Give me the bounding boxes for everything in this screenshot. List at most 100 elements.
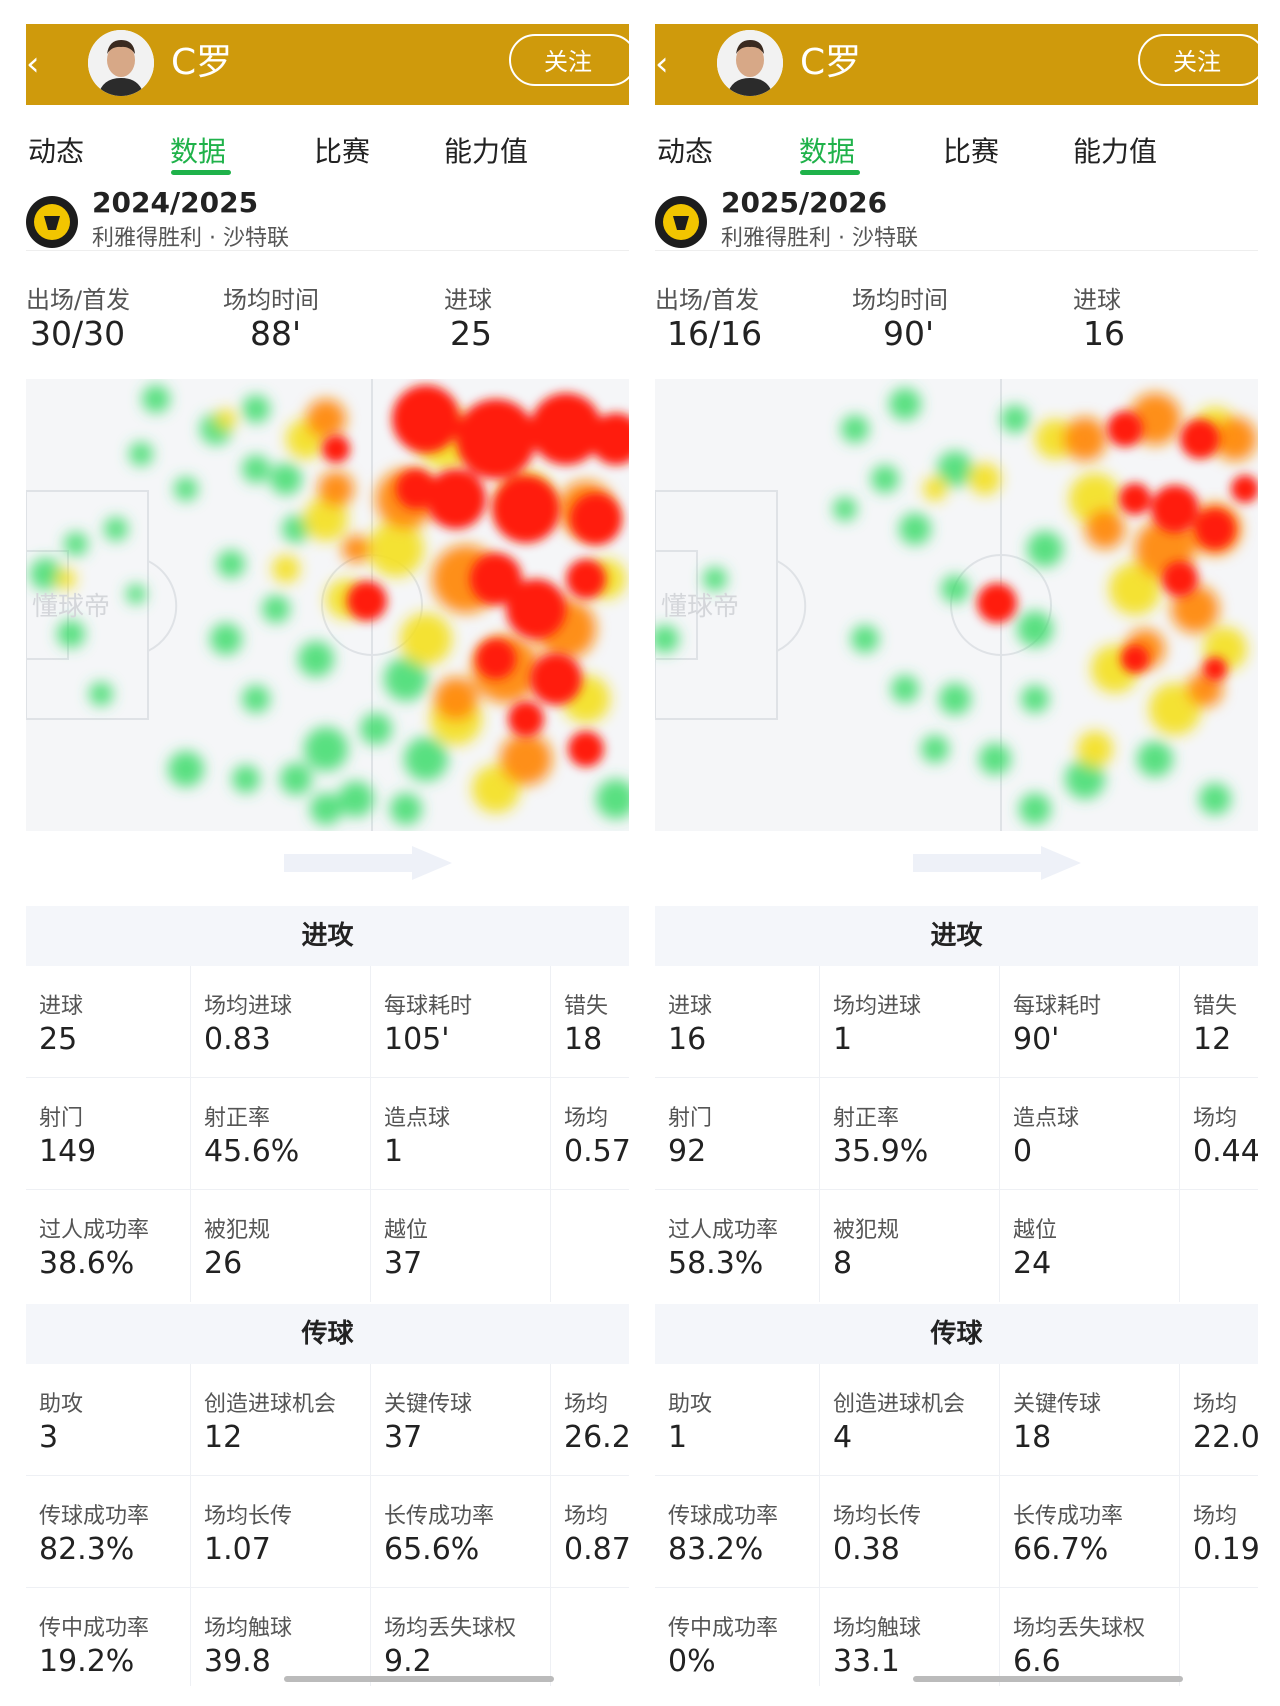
tab-matches[interactable]: 比赛 (943, 135, 1000, 168)
stat-cell: 过人成功率 38.6% (26, 1190, 191, 1302)
divider (655, 250, 1258, 251)
direction-arrow-icon (284, 846, 452, 880)
tab-matches[interactable]: 比赛 (314, 135, 371, 168)
attack-section-title: 进攻 (655, 906, 1258, 966)
stat-value: 19.2% (39, 1644, 135, 1679)
stat-value: 0.38 (833, 1532, 900, 1567)
passing-section-title: 传球 (655, 1304, 1258, 1364)
club-logo (655, 196, 707, 248)
stat-cell: 传球成功率 83.2% (655, 1476, 820, 1588)
stat-value: 1.07 (204, 1532, 271, 1567)
stat-value: 0% (668, 1644, 716, 1679)
stat-cell: 创造进球机会 12 (191, 1364, 371, 1476)
stat-value: 0.44 (1193, 1134, 1258, 1169)
stat-label: 助攻 (39, 1392, 84, 1417)
passing-section-title: 传球 (26, 1304, 629, 1364)
stat-cell: 传中成功率 19.2% (26, 1588, 191, 1686)
stat-value: 105' (384, 1022, 450, 1057)
season-label: 2024/2025 (92, 186, 259, 219)
stat-cell: 被犯规 8 (820, 1190, 1000, 1302)
stat-label: 被犯规 (204, 1218, 271, 1243)
stat-label: 错失 (1193, 994, 1238, 1019)
app-header: ‹ C罗 关注 (26, 24, 629, 105)
club-league-label: 利雅得胜利 · 沙特联 (92, 226, 289, 251)
stat-cell: 场均 0.19 (1180, 1476, 1258, 1588)
stats-panel-2025-2026: ‹ C罗 关注 动态 数据 比赛 能力值 2025/2026 利雅得胜利 · 沙… (655, 24, 1258, 1686)
tab-feed[interactable]: 动态 (657, 135, 714, 168)
tab-feed[interactable]: 动态 (28, 135, 85, 168)
tab-data[interactable]: 数据 (799, 135, 856, 168)
season-selector[interactable]: 2025/2026 利雅得胜利 · 沙特联 (655, 166, 1258, 276)
stat-cell: 被犯规 26 (191, 1190, 371, 1302)
stat-label: 过人成功率 (39, 1218, 150, 1243)
stat-label: 传中成功率 (39, 1616, 150, 1641)
chevron-left-icon[interactable]: ‹ (26, 44, 40, 84)
home-indicator (913, 1676, 1183, 1682)
stat-value: 26 (204, 1246, 243, 1281)
avatar (717, 30, 783, 96)
stat-value: 0 (1013, 1134, 1033, 1169)
stat-label: 场均 (1193, 1504, 1238, 1529)
stat-value: 18 (1013, 1420, 1052, 1455)
stat-cell: 造点球 0 (1000, 1078, 1180, 1190)
summary-label-appearances: 出场/首发 (655, 286, 760, 314)
summary-label-goals: 进球 (444, 286, 492, 314)
stat-label: 场均 (1193, 1106, 1238, 1131)
stat-cell: 射门 149 (26, 1078, 191, 1190)
tab-bar: 动态 数据 比赛 能力值 (26, 110, 629, 190)
stat-label: 传球成功率 (668, 1504, 779, 1529)
stat-label: 造点球 (1013, 1106, 1080, 1131)
summary-value-goals: 25 (450, 314, 492, 353)
stat-value: 66.7% (1013, 1532, 1109, 1567)
tab-ability[interactable]: 能力值 (1073, 135, 1158, 168)
heatmap-watermark: 懂球帝 (661, 592, 739, 622)
stat-label: 场均 (1193, 1392, 1238, 1417)
stat-label: 助攻 (668, 1392, 713, 1417)
summary-label-minutes: 场均时间 (223, 286, 319, 314)
tab-ability[interactable]: 能力值 (444, 135, 529, 168)
summary-value-minutes: 88' (250, 314, 302, 353)
stat-label: 场均进球 (833, 994, 922, 1019)
stat-value: 25 (39, 1022, 78, 1057)
stat-value: 3 (39, 1420, 59, 1455)
stat-label: 每球耗时 (1013, 994, 1102, 1019)
stat-cell: 每球耗时 105' (371, 966, 551, 1078)
follow-button[interactable]: 关注 (1138, 34, 1258, 86)
stat-label: 长传成功率 (1013, 1504, 1124, 1529)
stat-cell: 长传成功率 66.7% (1000, 1476, 1180, 1588)
stat-label: 场均丢失球权 (384, 1616, 517, 1641)
tab-bar: 动态 数据 比赛 能力值 (655, 110, 1258, 190)
stat-label: 射门 (39, 1106, 84, 1131)
stat-cell: 关键传球 37 (371, 1364, 551, 1476)
stat-cell: 越位 37 (371, 1190, 551, 1302)
stat-label: 越位 (384, 1218, 429, 1243)
stat-cell: 场均进球 1 (820, 966, 1000, 1078)
stat-cell: 场均长传 1.07 (191, 1476, 371, 1588)
stat-cell (1180, 1190, 1258, 1302)
stat-value: 12 (1193, 1022, 1232, 1057)
season-selector[interactable]: 2024/2025 利雅得胜利 · 沙特联 (26, 166, 629, 276)
stat-cell (551, 1588, 629, 1686)
stat-label: 场均长传 (204, 1504, 293, 1529)
stat-cell: 场均触球 33.1 (820, 1588, 1000, 1686)
stat-label: 场均进球 (204, 994, 293, 1019)
stat-cell: 造点球 1 (371, 1078, 551, 1190)
tab-data[interactable]: 数据 (170, 135, 227, 168)
stat-label: 长传成功率 (384, 1504, 495, 1529)
stat-cell: 射正率 35.9% (820, 1078, 1000, 1190)
summary-value-appearances: 30/30 (30, 314, 126, 353)
app-header: ‹ C罗 关注 (655, 24, 1258, 105)
stat-cell: 场均 22.0 (1180, 1364, 1258, 1476)
summary-label-appearances: 出场/首发 (26, 286, 131, 314)
heatmap: 懂球帝 (26, 379, 629, 831)
follow-button[interactable]: 关注 (509, 34, 629, 86)
stat-label: 创造进球机会 (204, 1392, 337, 1417)
stat-cell: 场均 26.2 (551, 1364, 629, 1476)
chevron-left-icon[interactable]: ‹ (655, 44, 669, 84)
stat-value: 37 (384, 1246, 423, 1281)
stat-cell: 错失 18 (551, 966, 629, 1078)
stat-label: 错失 (564, 994, 609, 1019)
player-name: C罗 (171, 42, 233, 83)
stat-label: 进球 (39, 994, 84, 1019)
stat-cell (551, 1190, 629, 1302)
